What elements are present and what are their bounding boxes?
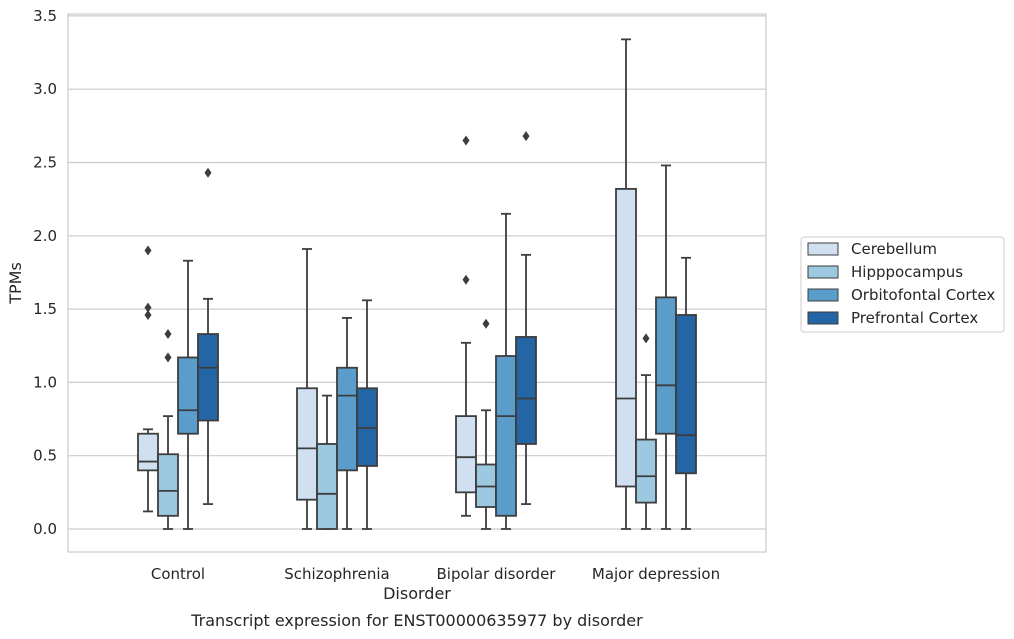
box	[296, 387, 318, 501]
y-tick-label: 2.5	[33, 154, 57, 172]
box-group	[655, 164, 677, 530]
box	[515, 336, 537, 445]
box-group	[615, 38, 637, 530]
box-group	[177, 259, 199, 530]
y-tick-label: 1.0	[33, 373, 57, 391]
box-group	[675, 256, 697, 530]
x-tick-label: Major depression	[592, 565, 720, 583]
legend-swatch	[807, 288, 839, 302]
box	[615, 187, 637, 488]
outlier-point	[164, 352, 172, 363]
box-group	[455, 135, 477, 517]
legend-frame	[800, 236, 1005, 333]
legend: Cerebellum Hipppocampus Orbitofontal Corte…	[800, 236, 1005, 333]
figure-caption: Transcript expression for ENST0000063597…	[190, 611, 643, 630]
box	[455, 415, 477, 494]
box	[495, 355, 517, 517]
box	[157, 453, 179, 517]
box-group	[635, 333, 657, 530]
x-tick-label: Bipolar disorder	[437, 565, 557, 583]
box	[137, 432, 159, 472]
x-tick-labels: Control Schizophrenia Bipolar disorder Majo…	[151, 565, 720, 583]
box-group	[356, 299, 378, 530]
outlier-point	[462, 135, 470, 146]
x-tick-label: Schizophrenia	[284, 565, 389, 583]
box-group	[296, 248, 318, 530]
y-tick-label: 0.5	[33, 447, 57, 465]
boxes	[137, 38, 697, 530]
y-tick-label: 3.5	[33, 7, 57, 25]
legend-swatch	[807, 311, 839, 325]
outlier-point	[522, 131, 530, 142]
x-axis-label: Disorder	[383, 584, 451, 603]
y-axis-label: TPMs	[6, 262, 25, 305]
y-tick-label: 0.0	[33, 520, 57, 538]
box	[635, 438, 657, 504]
outlier-point	[462, 274, 470, 285]
outlier-point	[164, 329, 172, 340]
box	[675, 314, 697, 475]
box	[197, 333, 219, 422]
legend-swatch	[807, 265, 839, 279]
box-group	[157, 329, 179, 530]
outlier-point	[144, 309, 152, 320]
outlier-point	[482, 318, 490, 329]
legend-label: Hipppocampus	[851, 263, 963, 281]
box-group	[515, 131, 537, 505]
outlier-point	[144, 302, 152, 313]
outlier-point	[204, 167, 212, 178]
box-group	[197, 167, 219, 505]
y-tick-label: 3.0	[33, 80, 57, 98]
outlier-point	[642, 333, 650, 344]
legend-swatch	[807, 242, 839, 256]
box-group	[316, 394, 338, 530]
legend-label: Cerebellum	[851, 240, 937, 258]
box	[336, 366, 358, 472]
box	[655, 296, 677, 435]
box	[177, 356, 199, 435]
y-tick-labels: 0.0 0.5 1.0 1.5 2.0 2.5 3.0 3.5	[33, 7, 57, 538]
y-tick-label: 2.0	[33, 227, 57, 245]
outlier-point	[144, 245, 152, 256]
legend-label: Orbitofontal Cortex	[851, 286, 995, 304]
y-tick-label: 1.5	[33, 300, 57, 318]
box-group	[137, 245, 159, 513]
x-tick-label: Control	[151, 565, 205, 583]
legend-label: Prefrontal Cortex	[851, 309, 978, 327]
box	[316, 443, 338, 530]
